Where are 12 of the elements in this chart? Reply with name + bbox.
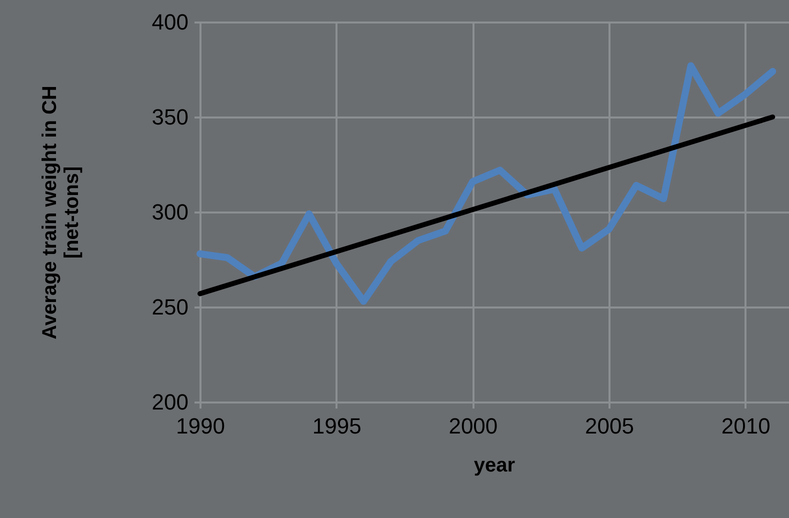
x-axis-title: year xyxy=(474,454,516,476)
y-axis-title: Average train weight in CH [net-tons] xyxy=(38,86,83,340)
y-tick-label: 350 xyxy=(152,104,188,130)
y-tick-label: 250 xyxy=(152,294,188,320)
x-tick-label: 2000 xyxy=(448,414,498,438)
x-tick-label: 2005 xyxy=(585,414,634,438)
x-tick-label: 2010 xyxy=(721,414,770,438)
y-tick-label: 400 xyxy=(152,10,188,34)
y-tick-label: 200 xyxy=(152,390,188,414)
y-tick-label: 300 xyxy=(152,200,188,224)
x-tick-label: 1995 xyxy=(312,414,362,438)
x-tick-label: 1990 xyxy=(176,414,225,438)
